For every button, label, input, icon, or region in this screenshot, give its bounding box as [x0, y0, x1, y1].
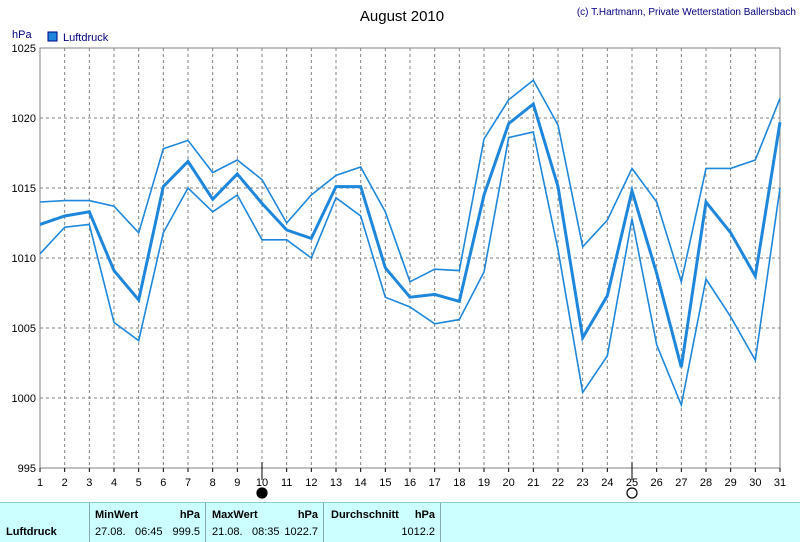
x-tick-label: 18 [453, 477, 465, 489]
x-tick-label: 3 [86, 477, 92, 489]
x-tick-label: 27 [675, 477, 687, 489]
min-stat-cell: MinWert hPa 27.08. 06:45 999.5 [89, 503, 206, 542]
y-tick-label: 1010 [12, 253, 36, 265]
x-tick-label: 16 [404, 477, 416, 489]
x-tick-label: 14 [355, 477, 367, 489]
full-moon-icon [626, 487, 638, 499]
max-unit: hPa [297, 509, 318, 521]
stats-end-divider [440, 503, 441, 542]
max-time: 08:35 [252, 526, 280, 538]
y-tick-label: 995 [18, 463, 36, 475]
y-tick-label: 1000 [12, 393, 36, 405]
series-line-min [39, 131, 781, 408]
x-tick-label: 9 [234, 477, 240, 489]
series-line-max [39, 78, 781, 285]
y-tick-label: 1020 [12, 113, 36, 125]
x-tick-label: 25 [626, 477, 638, 489]
x-tick-label: 19 [478, 477, 490, 489]
min-unit: hPa [179, 509, 200, 521]
avg-stat-cell: Durchschnitt hPa 1012.2 [323, 503, 441, 542]
y-tick-label: 1005 [12, 323, 36, 335]
x-tick-label: 2 [62, 477, 68, 489]
y-tick-label: 1015 [12, 183, 36, 195]
statistics-bar: Luftdruck MinWert hPa 27.08. 06:45 999.5… [0, 502, 800, 542]
x-tick-label: 28 [700, 477, 712, 489]
max-header: MaxWert [212, 509, 258, 521]
x-tick-label: 15 [379, 477, 391, 489]
y-tick-labels: 995 1000 1005 1010 1015 1020 1025 [12, 43, 36, 475]
min-time: 06:45 [135, 526, 163, 538]
x-tick-label: 23 [577, 477, 589, 489]
max-stat-cell: MaxWert hPa 21.08. 08:35 1022.7 [205, 503, 324, 542]
x-tick-label: 13 [330, 477, 342, 489]
avg-unit: hPa [414, 509, 435, 521]
chart-credit: (c) T.Hartmann, Private Wetterstation Ba… [577, 7, 796, 18]
x-tick-labels: 1 2 3 4 5 6 7 8 9 10 11 12 13 14 15 16 17 18 19 20 21 22 23 24 2… [37, 468, 786, 489]
chart-title: August 2010 [360, 8, 444, 25]
grid [39, 47, 781, 469]
x-tick-label: 12 [305, 477, 317, 489]
legend-label: Luftdruck [63, 32, 109, 44]
stats-row-label: Luftdruck [6, 526, 57, 538]
x-tick-label: 17 [429, 477, 441, 489]
min-value: 999.5 [172, 526, 200, 538]
series-line-avg [39, 101, 782, 368]
y-axis-unit: hPa [12, 29, 32, 41]
x-tick-label: 26 [651, 477, 663, 489]
min-header: MinWert [95, 509, 139, 521]
x-tick-label: 31 [774, 477, 786, 489]
x-tick-label: 22 [552, 477, 564, 489]
x-tick-label: 4 [111, 477, 117, 489]
moon-markers [256, 462, 638, 499]
x-tick-label: 5 [136, 477, 142, 489]
x-tick-label: 30 [749, 477, 761, 489]
max-date: 21.08. [212, 526, 243, 538]
x-tick-label: 6 [160, 477, 166, 489]
x-tick-label: 11 [281, 477, 292, 489]
y-tick-label: 1025 [12, 43, 36, 55]
x-tick-label: 10 [256, 477, 268, 489]
x-tick-label: 21 [527, 477, 539, 489]
x-tick-label: 8 [210, 477, 216, 489]
legend-swatch [47, 31, 58, 42]
max-value: 1022.7 [284, 526, 318, 538]
avg-header: Durchschnitt [331, 509, 399, 521]
x-tick-label: 20 [503, 477, 515, 489]
pressure-chart: August 2010 (c) T.Hartmann, Private Wett… [12, 7, 796, 499]
x-tick-label: 7 [185, 477, 191, 489]
series-lines [39, 78, 782, 408]
new-moon-icon [256, 487, 268, 499]
x-tick-label: 24 [601, 477, 613, 489]
x-tick-label: 1 [37, 477, 43, 489]
x-tick-label: 29 [725, 477, 737, 489]
min-date: 27.08. [95, 526, 126, 538]
avg-value: 1012.2 [401, 526, 435, 538]
